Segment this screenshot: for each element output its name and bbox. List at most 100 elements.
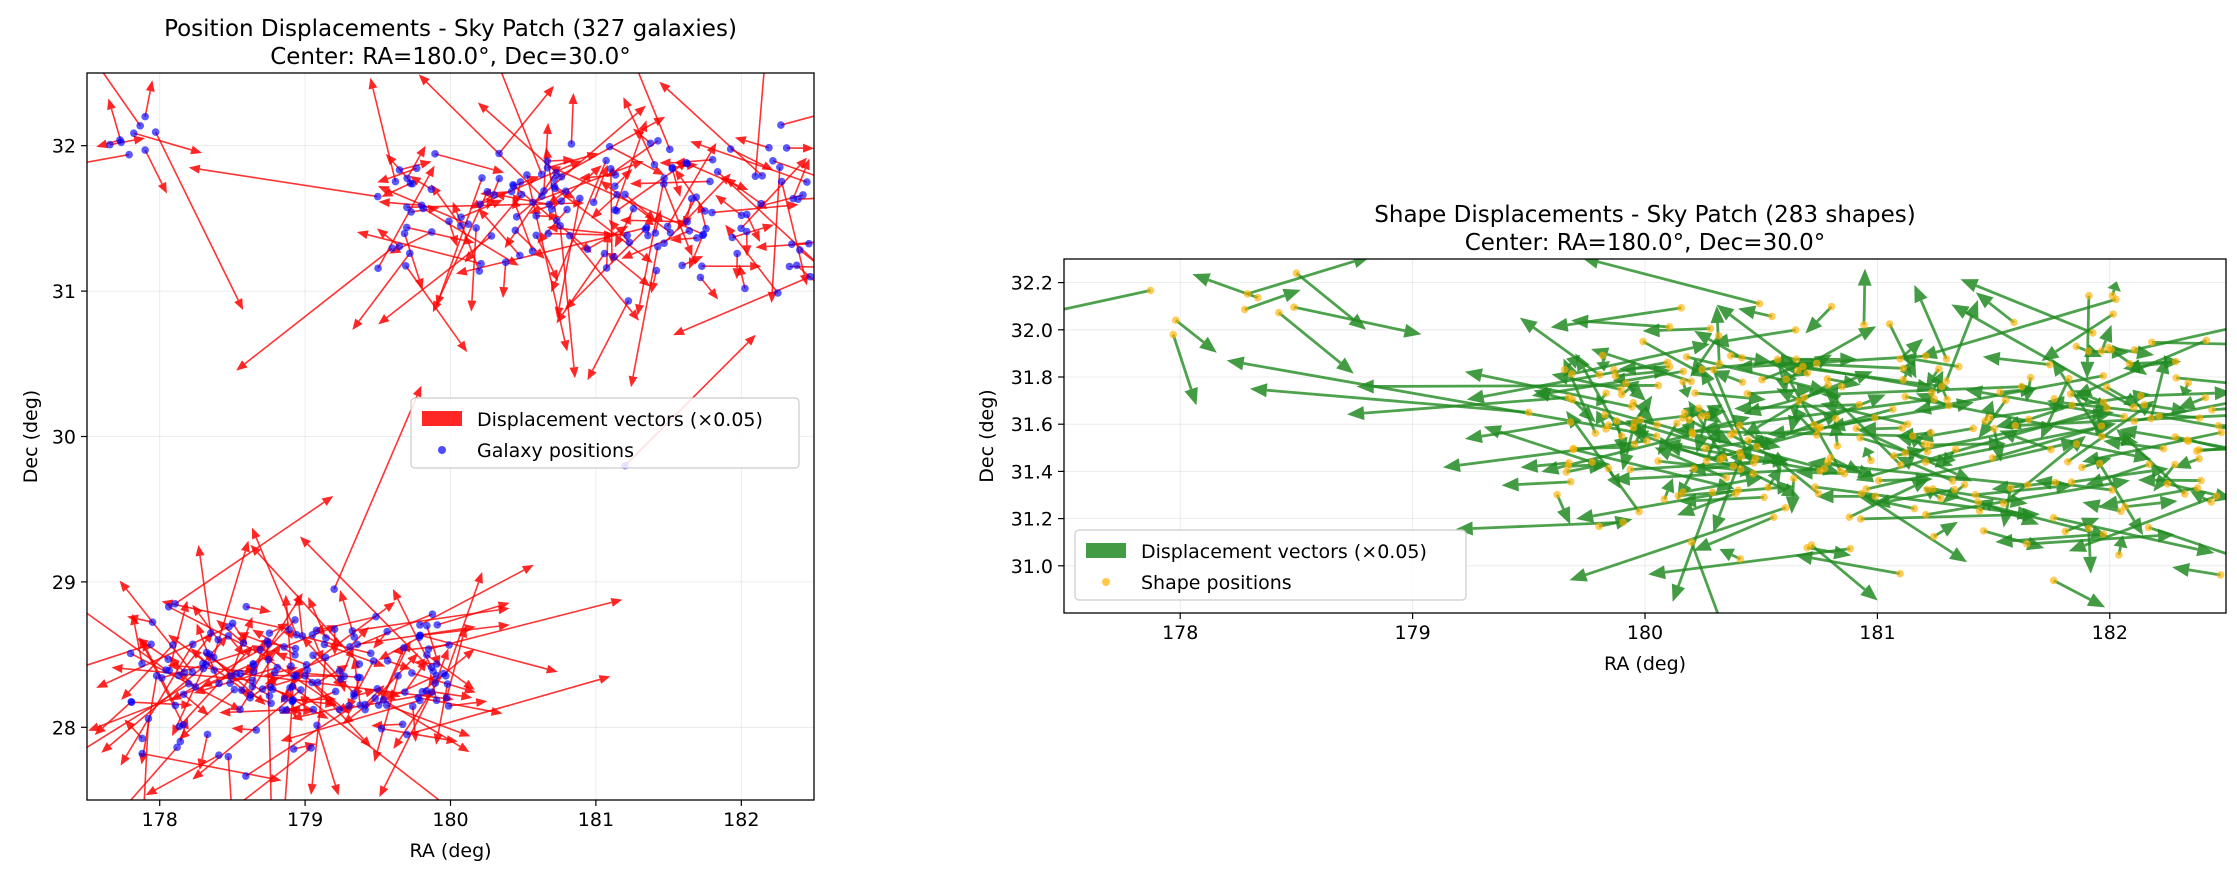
position-point — [621, 190, 629, 199]
position-point — [1619, 518, 1627, 527]
position-point — [607, 165, 615, 173]
position-point — [1812, 359, 1821, 368]
displacement-arrow — [1716, 304, 1809, 375]
position-point — [1726, 351, 1735, 360]
y-tick-label: 31.4 — [1011, 461, 1053, 483]
position-point — [1908, 432, 1917, 440]
position-point — [432, 671, 441, 680]
position-point — [1971, 490, 1980, 499]
position-point — [1811, 483, 1819, 491]
position-point — [1660, 495, 1669, 504]
position-point — [433, 621, 442, 629]
position-point — [1562, 468, 1571, 476]
position-point — [737, 224, 745, 233]
position-point — [302, 660, 311, 669]
displacement-arrow — [422, 207, 519, 266]
position-point — [501, 258, 510, 267]
position-point — [2121, 502, 2129, 511]
position-point — [1595, 371, 1604, 379]
position-point — [2115, 551, 2123, 559]
position-point — [478, 174, 486, 182]
displacement-arrow — [2105, 385, 2142, 408]
position-point — [292, 630, 301, 639]
displacement-arrow — [378, 235, 492, 325]
position-point — [561, 187, 570, 195]
position-point — [394, 671, 402, 680]
displacement-arrow — [192, 689, 302, 780]
position-point — [265, 629, 274, 637]
displacement-arrow — [251, 527, 298, 636]
position-point — [660, 174, 668, 182]
displacement-arrow — [437, 601, 510, 626]
displacement-arrow — [144, 80, 155, 117]
position-point — [280, 643, 288, 651]
position-point — [1799, 362, 1807, 371]
position-point — [224, 632, 233, 640]
displacement-arrow — [196, 623, 220, 684]
displacement-arrow — [266, 641, 272, 800]
position-point — [291, 644, 300, 653]
position-point — [374, 264, 382, 273]
position-point — [1773, 355, 1782, 364]
position-point — [2066, 390, 2075, 398]
displacement-arrow — [452, 201, 481, 272]
position-point — [309, 705, 318, 714]
position-point — [401, 261, 410, 270]
y-tick-label: 31.6 — [1011, 414, 1053, 436]
position-point — [2078, 463, 2086, 472]
displacement-arrow — [568, 92, 578, 145]
position-point — [1926, 441, 1934, 449]
position-point — [1951, 445, 1960, 454]
position-point — [1254, 293, 1262, 302]
position-point — [1896, 461, 1905, 469]
position-point — [782, 144, 791, 152]
displacement-arrow — [1951, 304, 2135, 409]
displacement-arrow — [352, 252, 411, 330]
position-point — [646, 139, 655, 148]
position-point — [1626, 465, 1635, 474]
position-point — [2195, 454, 2203, 463]
position-point — [414, 693, 423, 702]
displacement-arrow — [1648, 547, 1851, 580]
displacement-arrow — [516, 105, 646, 218]
chart-title: Position Displacements - Sky Patch (327 … — [164, 16, 737, 42]
position-point — [1999, 499, 2008, 508]
position-point — [1948, 477, 1957, 485]
position-point — [424, 645, 433, 653]
position-point — [179, 690, 188, 699]
position-point — [330, 625, 339, 633]
position-point — [1923, 485, 1931, 494]
position-point — [391, 177, 400, 186]
position-point — [2024, 415, 2033, 424]
position-point — [309, 651, 317, 660]
displacement-arrow — [1977, 500, 2040, 526]
position-point — [602, 156, 610, 165]
position-point — [264, 655, 273, 664]
position-point — [612, 207, 621, 215]
displacement-arrow — [1249, 383, 1529, 414]
position-point — [164, 655, 172, 663]
displacement-arrow — [236, 247, 393, 371]
position-point — [340, 672, 349, 681]
position-point — [1921, 458, 1930, 466]
position-point — [1781, 503, 1790, 512]
position-point — [1934, 365, 1943, 373]
position-point — [400, 229, 409, 238]
position-point — [263, 637, 272, 645]
position-point — [1823, 375, 1832, 383]
position-point — [141, 112, 149, 121]
position-point — [1857, 489, 1866, 498]
position-point — [377, 724, 386, 733]
position-point — [265, 692, 274, 700]
position-point — [1566, 478, 1575, 486]
position-point — [1290, 303, 1298, 311]
position-point — [523, 171, 531, 179]
position-point — [1602, 389, 1610, 398]
position-point — [207, 629, 215, 637]
position-point — [611, 171, 620, 179]
position-point — [2193, 484, 2202, 492]
position-point — [2217, 428, 2225, 437]
position-point — [1702, 411, 1711, 420]
position-point — [1653, 421, 1661, 429]
position-point — [2144, 523, 2153, 532]
